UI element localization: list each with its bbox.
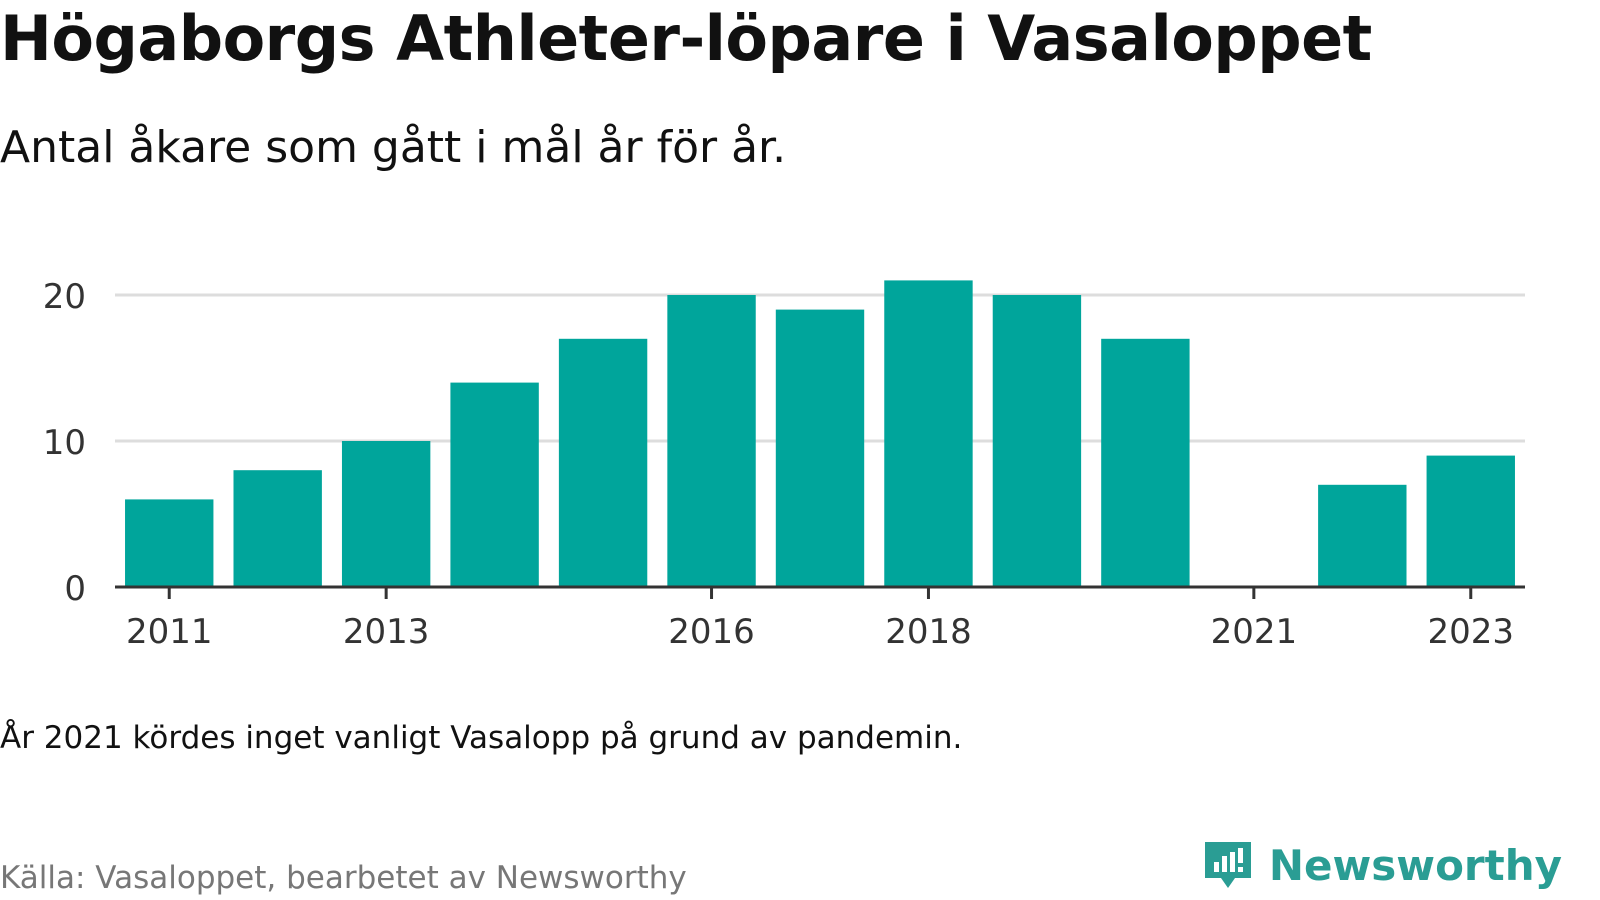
- x-tick-label: 2016: [668, 612, 755, 652]
- chart-bubble-icon: [1204, 842, 1251, 888]
- bar-2020: [1101, 338, 1190, 587]
- bar-2015: [558, 338, 648, 587]
- bar-2016: [667, 295, 756, 587]
- bar-2017: [775, 309, 865, 587]
- y-tick-label: 20: [43, 277, 86, 317]
- bars: [125, 280, 1515, 587]
- bar-2019: [992, 295, 1082, 587]
- x-tick-label: 2021: [1211, 612, 1298, 652]
- brand-name: Newsworthy: [1268, 840, 1562, 890]
- x-tick-label: 2013: [343, 612, 430, 652]
- bar-2011: [125, 499, 214, 587]
- y-tick-label: 0: [64, 569, 86, 609]
- y-tick-label: 10: [43, 423, 86, 463]
- bar-2013: [341, 441, 431, 587]
- source-text: Källa: Vasaloppet, bearbetet av Newswort…: [0, 860, 687, 896]
- bar-2022: [1318, 484, 1407, 587]
- bar-2023: [1426, 455, 1515, 587]
- bar-2012: [233, 470, 322, 587]
- bar-chart: 0 10 20 2011 2013 2016 2018 2021 2023: [43, 277, 1525, 652]
- footnote: År 2021 kördes inget vanligt Vasalopp på…: [0, 720, 963, 756]
- brand-logo: Newsworthy: [1201, 838, 1562, 892]
- x-tick-label: 2018: [885, 612, 972, 652]
- bar-2018: [884, 280, 973, 587]
- axes: 0 10 20 2011 2013 2016 2018 2021 2023: [43, 277, 1525, 652]
- chart-subtitle: Antal åkare som gått i mål år för år.: [0, 122, 787, 173]
- x-tick-label: 2011: [126, 612, 213, 652]
- x-tick-label: 2023: [1428, 612, 1515, 652]
- bar-2014: [450, 382, 539, 587]
- chart-title: Högaborgs Athleter-löpare i Vasaloppet: [0, 2, 1372, 75]
